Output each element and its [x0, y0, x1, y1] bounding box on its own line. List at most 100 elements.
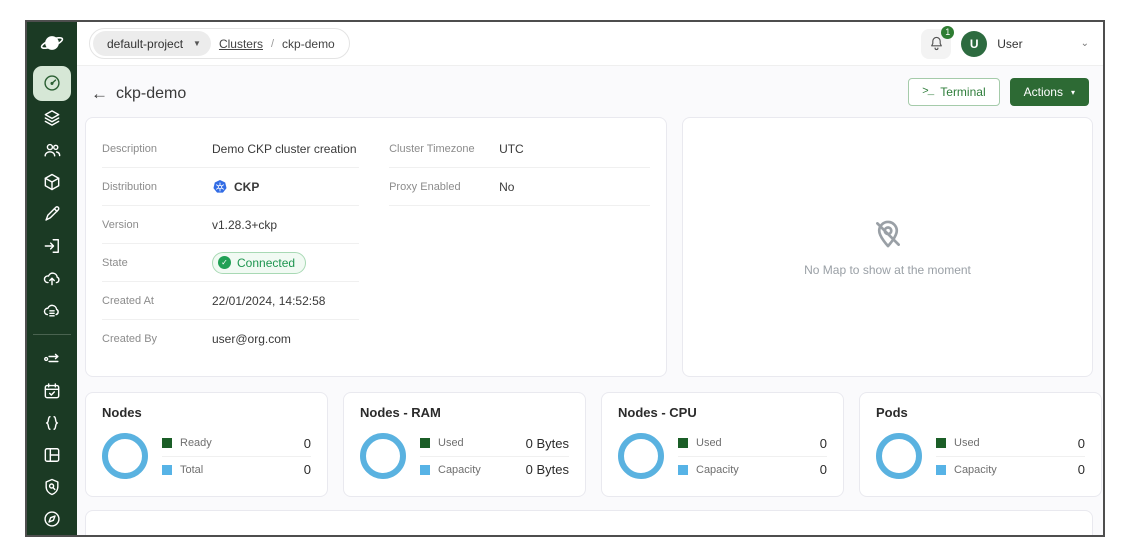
detail-row-created-by: Created By user@org.com: [102, 320, 359, 358]
cloud-server-icon: [43, 304, 59, 317]
detail-value: 22/01/2024, 14:52:58: [212, 293, 326, 308]
legend-swatch-blue: [936, 464, 946, 475]
detail-label: Proxy Enabled: [389, 180, 461, 193]
distribution-name: CKP: [234, 179, 260, 194]
shield-search-icon: [45, 478, 59, 496]
user-menu-chevron-icon[interactable]: ⌄: [1080, 38, 1089, 49]
legend: Ready 0 Total 0: [162, 430, 311, 482]
breadcrumb-current: ckp-demo: [282, 36, 335, 51]
detail-value: user@org.com: [212, 332, 291, 346]
terminal-button[interactable]: >_ Terminal: [908, 78, 1000, 106]
stat-card-body: Used 0 Bytes Capacity 0 Bytes: [360, 430, 569, 482]
sidebar-item-package[interactable]: [33, 167, 71, 197]
detail-label: Version: [102, 218, 139, 231]
status-badge-label: Connected: [237, 255, 296, 270]
sidebar-item-users[interactable]: [33, 135, 71, 165]
legend-value: 0: [819, 435, 827, 451]
legend: Used 0 Capacity 0: [936, 430, 1085, 482]
app-logo[interactable]: [27, 22, 77, 65]
layout-icon: [44, 448, 60, 462]
notifications-button[interactable]: 1: [921, 25, 955, 59]
breadcrumb-link-clusters[interactable]: Clusters: [218, 36, 263, 51]
page-header: ← ckp-demo: [91, 84, 186, 104]
status-badge: ✓ Connected: [212, 251, 307, 274]
actions-button[interactable]: Actions ▾: [1009, 78, 1089, 106]
kubernetes-icon: [213, 179, 227, 193]
stat-card-nodes-ram: Nodes - RAM Used 0 Bytes Capacity 0 Byte…: [343, 392, 586, 497]
detail-value: Demo CKP cluster creation: [212, 141, 357, 156]
project-selector[interactable]: default-project ▼: [93, 31, 211, 56]
legend-row: Capacity 0 Bytes: [420, 456, 569, 482]
chevron-down-icon: ▾: [1070, 87, 1075, 97]
sidebar-item-flows[interactable]: [33, 344, 71, 374]
stat-card-title: Nodes: [102, 405, 142, 420]
legend-swatch-green: [678, 438, 688, 448]
topbar-right: 1 U User ⌄: [921, 25, 1103, 59]
breadcrumb: default-project ▼ Clusters / ckp-demo: [89, 28, 350, 59]
legend-label: Used: [438, 437, 464, 449]
pen-icon: [45, 205, 60, 221]
donut-chart: [876, 433, 922, 479]
users-icon: [44, 143, 61, 157]
legend-swatch-blue: [678, 464, 688, 475]
stat-card-nodes-cpu: Nodes - CPU Used 0 Capacity 0: [601, 392, 844, 497]
avatar[interactable]: U: [961, 30, 988, 57]
compass-icon: [44, 511, 60, 527]
legend-row: Used 0: [936, 430, 1085, 456]
legend-label: Capacity: [438, 463, 481, 476]
legend-label: Ready: [180, 437, 212, 449]
detail-label: Description: [102, 142, 158, 155]
legend-label: Used: [954, 437, 980, 449]
legend-value: 0: [303, 435, 311, 451]
legend-row: Used 0 Bytes: [420, 430, 569, 456]
sidebar-item-compass[interactable]: [33, 504, 71, 534]
page-title: ckp-demo: [116, 85, 187, 102]
layers-icon: [44, 109, 60, 126]
sidebar-divider: [33, 333, 71, 335]
detail-row-created-at: Created At 22/01/2024, 14:52:58: [102, 282, 360, 320]
sidebar-item-import[interactable]: [33, 231, 71, 261]
terminal-prompt-icon: >_: [922, 86, 934, 98]
detail-value: CKP: [212, 179, 259, 195]
sidebar-item-cloud-server[interactable]: [33, 295, 71, 325]
legend: Used 0 Capacity 0: [678, 430, 827, 482]
map-empty-message: No Map to show at the moment: [804, 263, 971, 277]
sidebar-item-pen[interactable]: [33, 199, 71, 229]
detail-row-version: Version v1.28.3+ckp: [102, 206, 360, 244]
stat-card-title: Pods: [876, 405, 908, 420]
actions-button-label: Actions: [1023, 85, 1063, 99]
legend-label: Capacity: [954, 463, 997, 476]
check-icon: ✓: [218, 256, 231, 269]
back-button[interactable]: ←: [91, 84, 108, 103]
chevron-down-icon: ▼: [193, 39, 201, 48]
detail-label: Distribution: [102, 180, 158, 193]
location-off-icon: [875, 220, 900, 248]
legend-value: 0: [1077, 462, 1085, 477]
sidebar-item-layers[interactable]: [33, 103, 71, 133]
bottom-partial-card: [85, 510, 1093, 535]
notification-badge: 1: [941, 25, 955, 39]
legend-value: 0 Bytes: [525, 462, 569, 477]
legend-value: 0: [1077, 435, 1085, 451]
detail-value: No: [499, 179, 515, 194]
sidebar-item-layout-panels[interactable]: [33, 440, 71, 470]
map-panel: No Map to show at the moment: [682, 117, 1093, 377]
sidebar-item-shield-search[interactable]: [33, 472, 71, 502]
detail-value: v1.28.3+ckp: [212, 217, 278, 232]
sign-in-icon: [44, 238, 59, 253]
stat-card-body: Used 0 Capacity 0: [618, 430, 827, 482]
sidebar-item-dashboard[interactable]: [33, 65, 71, 101]
legend-row: Capacity 0: [936, 456, 1085, 482]
details-left-column: Description Demo CKP cluster creation Di…: [102, 130, 360, 376]
legend-swatch-blue: [420, 464, 430, 475]
legend-row: Used 0: [678, 430, 827, 456]
user-name: User: [997, 36, 1023, 51]
legend-row: Capacity 0: [678, 456, 827, 482]
donut-chart: [360, 433, 406, 479]
sidebar-item-calendar-check[interactable]: [33, 376, 71, 406]
package-icon: [44, 173, 60, 190]
detail-row-proxy: Proxy Enabled No: [389, 168, 650, 206]
sidebar-item-cloud-upload[interactable]: [33, 263, 71, 293]
sidebar-item-brackets[interactable]: [33, 408, 71, 438]
cloud-upload-icon: [43, 272, 60, 286]
